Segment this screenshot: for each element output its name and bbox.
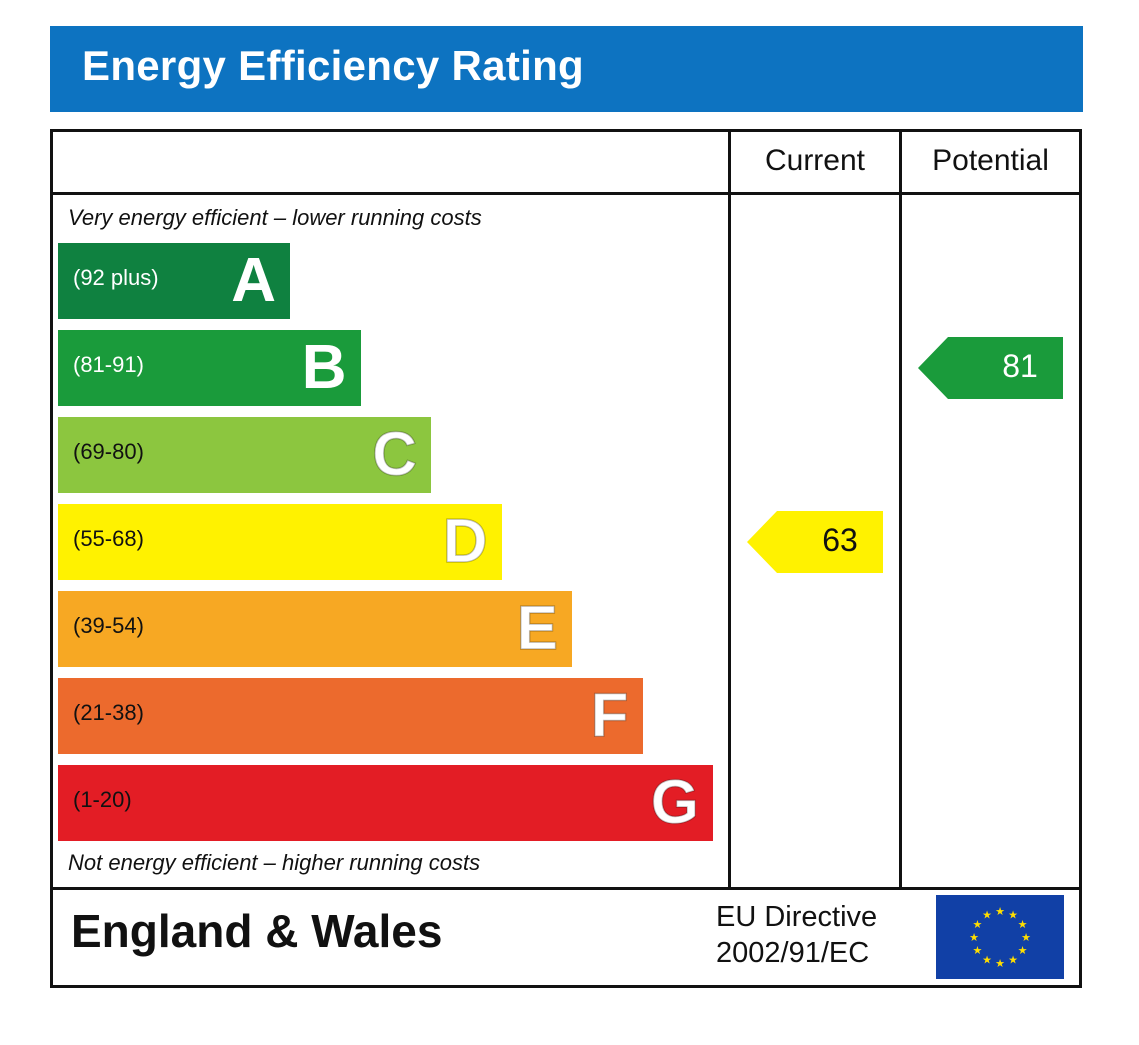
potential-rating-arrow-value: 81 [1002, 348, 1038, 384]
header-divider [53, 192, 1079, 195]
eu-star: ★ [973, 944, 983, 957]
eu-star: ★ [995, 905, 1005, 918]
potential-rating-arrow-shape [918, 337, 1063, 399]
eu-star: ★ [995, 957, 1005, 970]
potential-column-divider [899, 132, 902, 887]
band-letter: F [590, 680, 629, 751]
directive-label: EU Directive 2002/91/EC [716, 899, 877, 971]
band-range-label: (39-54) [73, 613, 144, 638]
country-label: England & Wales [71, 905, 443, 957]
bottom-caption: Not energy efficient – higher running co… [68, 850, 481, 875]
current-column-divider [728, 132, 731, 887]
band-c: (69-80) C [58, 417, 431, 493]
band-letter: G [650, 767, 700, 838]
band-b: (81-91) B [58, 330, 361, 406]
directive-line1: EU Directive [716, 901, 878, 933]
band-e: (39-54) E [58, 591, 572, 667]
current-rating-arrow-value: 63 [822, 522, 858, 558]
band-letter: A [231, 246, 276, 315]
eu-star: ★ [982, 908, 992, 921]
eu-star: ★ [1008, 908, 1018, 921]
potential-header: Potential [932, 144, 1049, 177]
current-rating-arrow-shape [747, 511, 883, 573]
rating-table: Current Potential Very energy efficient … [50, 129, 1082, 988]
band-letter: C [371, 419, 417, 490]
eu-star: ★ [1018, 918, 1028, 931]
footer-divider [53, 887, 1079, 890]
eu-star: ★ [982, 954, 992, 967]
eu-star: ★ [969, 931, 979, 944]
band-a: (92 plus) A [58, 243, 290, 319]
band-range-label: (55-68) [73, 526, 144, 551]
eu-star: ★ [1018, 944, 1028, 957]
band-range-label: (21-38) [73, 700, 144, 725]
band-range-label: (69-80) [73, 439, 144, 464]
top-caption: Very energy efficient – lower running co… [68, 205, 482, 230]
potential-rating-arrow: 81 [918, 337, 1063, 399]
directive-line2: 2002/91/EC [716, 937, 870, 969]
band-letter: D [442, 506, 488, 577]
current-rating-arrow: 63 [747, 511, 883, 573]
band-range-label: (81-91) [73, 352, 144, 377]
band-f: (21-38) F [58, 678, 643, 754]
band-letter: B [301, 333, 347, 402]
band-range-label: (92 plus) [73, 265, 159, 290]
title-bar: Energy Efficiency Rating [50, 26, 1083, 112]
chart-title: Energy Efficiency Rating [82, 42, 584, 89]
eu-star: ★ [1008, 954, 1018, 967]
band-letter: E [516, 593, 559, 664]
band-d: (55-68) D [58, 504, 502, 580]
eu-flag-icon: ★ ★ ★ ★ ★ ★ ★ ★ ★ ★ ★ ★ [936, 895, 1064, 979]
eu-star: ★ [1021, 931, 1031, 944]
band-range-label: (1-20) [73, 787, 132, 812]
eu-star: ★ [973, 918, 983, 931]
band-g: (1-20) G [58, 765, 713, 841]
current-header: Current [764, 144, 866, 177]
